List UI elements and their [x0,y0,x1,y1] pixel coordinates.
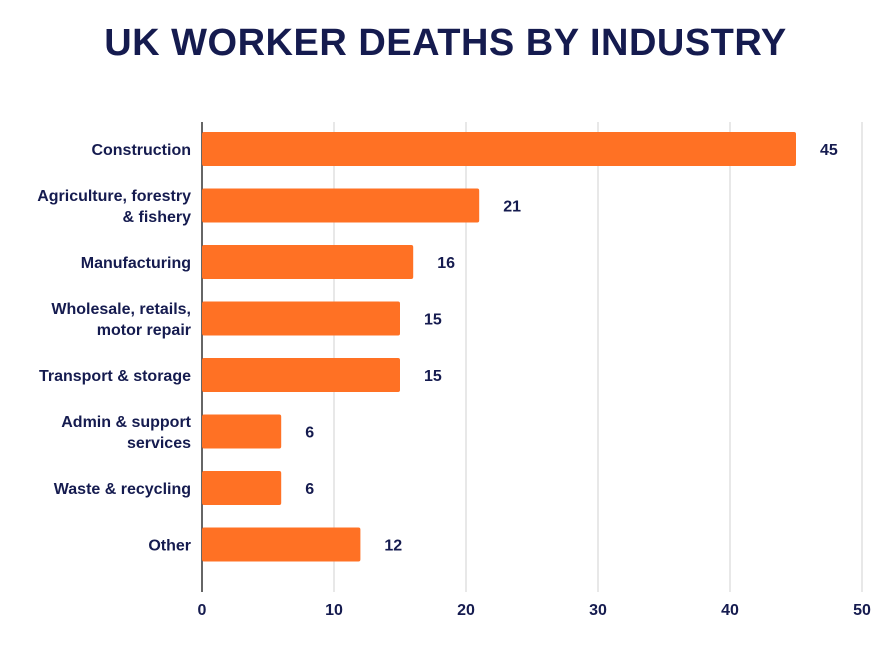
bar [202,414,282,449]
data-label: 15 [424,312,442,329]
category-label: Agriculture, forestry & fishery [37,188,191,226]
data-label: 45 [820,142,838,159]
bar [202,358,400,392]
category-label: Manufacturing [81,255,191,272]
bar [202,301,400,336]
data-label: 15 [424,368,442,385]
data-label: 21 [503,199,521,216]
category-label: Construction [91,142,191,159]
category-label: Waste & recycling [54,481,191,498]
category-label: Transport & storage [39,368,191,385]
x-tick-label: 0 [198,602,207,619]
x-tick-label: 40 [721,602,739,619]
x-tick-label: 50 [853,602,871,619]
bar [202,245,414,279]
bar [202,132,796,166]
data-label: 6 [305,481,314,498]
bar [202,527,361,562]
category-label: Other [148,538,191,555]
category-label: Wholesale, retails, motor repair [51,301,191,339]
bar [202,188,480,223]
category-label: Admin & support services [61,414,191,452]
bar [202,471,282,505]
data-label: 12 [384,538,402,555]
x-tick-label: 10 [325,602,343,619]
chart-title: UK WORKER DEATHS BY INDUSTRY [104,22,787,64]
data-label: 6 [305,425,314,442]
x-tick-label: 30 [589,602,607,619]
x-tick-label: 20 [457,602,475,619]
data-label: 16 [437,255,455,272]
